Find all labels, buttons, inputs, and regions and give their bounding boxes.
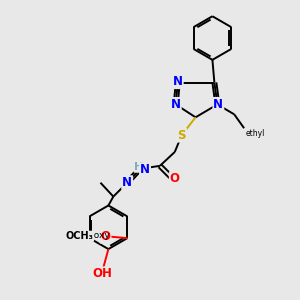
Text: N: N	[213, 98, 224, 111]
Text: OH: OH	[92, 267, 112, 280]
Text: O: O	[170, 172, 180, 185]
Text: methoxy: methoxy	[70, 231, 110, 240]
Text: N: N	[140, 163, 150, 176]
Text: N: N	[122, 176, 132, 189]
Text: OCH₃: OCH₃	[66, 231, 94, 241]
Text: S: S	[178, 129, 186, 142]
Text: N: N	[171, 98, 181, 111]
Text: H: H	[134, 162, 144, 172]
Text: N: N	[173, 75, 183, 88]
Text: O: O	[100, 230, 110, 243]
Text: ethyl: ethyl	[246, 129, 266, 138]
